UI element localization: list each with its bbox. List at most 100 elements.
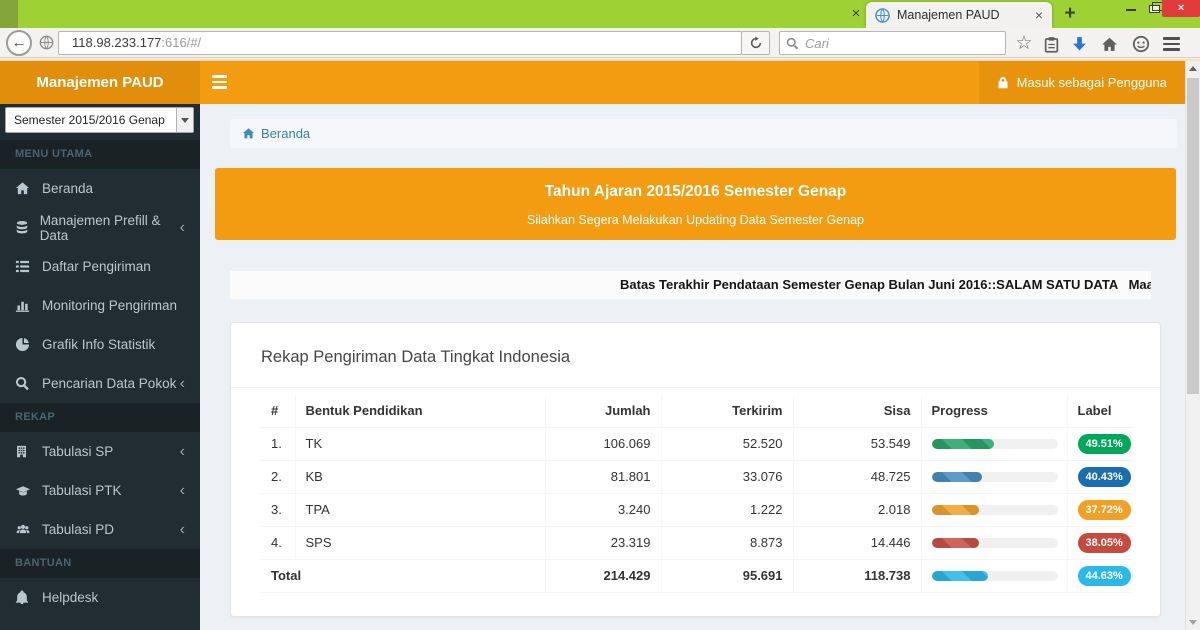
progress-cell [921,426,1068,460]
bookmark-star-icon[interactable]: ☆ [1015,33,1033,54]
sidebar-item-label: Tabulasi PD [42,522,115,537]
bentuk-pendidikan-cell: TK [295,426,546,460]
sidebar-item-beranda[interactable]: Beranda [0,169,200,208]
chevron-down-icon [176,108,193,132]
label-cell: 37.72% [1067,492,1132,526]
label-cell: 49.51% [1067,426,1132,460]
sidebar-item-tabulasi-pd[interactable]: Tabulasi PD ‹ [0,510,200,549]
column-header-terkirim: Terkirim [661,395,794,427]
scrollbar-down-arrow-icon[interactable] [1189,620,1197,625]
sidebar-item-grafik-statistik[interactable]: Grafik Info Statistik [0,325,200,364]
progress-cell [921,525,1068,559]
app-header: Manajemen PAUD Masuk sebagai Pengguna [0,61,1185,104]
background-tab-close-icon[interactable]: × [851,5,861,22]
bentuk-pendidikan-cell: KB [295,459,546,493]
chevron-left-icon: ‹ [179,442,185,460]
bar-chart-icon [15,298,42,313]
sidebar-item-label: Monitoring Pengiriman [42,298,178,313]
bentuk-pendidikan-cell: SPS [295,525,546,559]
rekap-table: # Bentuk Pendidikan Jumlah Terkirim Sisa… [261,395,1132,593]
browser-menu-icon[interactable] [1160,33,1182,55]
search-icon [15,376,42,391]
tab-title: Manajemen PAUD [897,8,1000,22]
search-icon [786,37,799,49]
sisa-cell: 14.446 [793,525,922,559]
users-icon [15,523,42,537]
main-content: Beranda Tahun Ajaran 2015/2016 Semester … [200,104,1185,630]
home-icon[interactable] [1098,33,1120,55]
app-brand[interactable]: Manajemen PAUD [0,61,200,104]
percentage-badge: 38.05% [1077,532,1131,553]
back-button[interactable]: ← [6,30,32,56]
jumlah-cell: 214.429 [545,558,662,593]
column-header-sisa: Sisa [793,395,922,427]
table-total-row: Total 214.429 95.691 118.738 44.63% [261,558,1132,593]
search-bar[interactable] [779,31,1006,55]
window-minimize-button[interactable] [1120,1,1142,16]
building-icon [15,444,42,459]
column-header-progress: Progress [921,395,1068,427]
card-title: Rekap Pengiriman Data Tingkat Indonesia [231,323,1160,388]
tab-manajemen-paud[interactable]: Manajemen PAUD × [866,2,1052,28]
semester-select-value: Semester 2015/2016 Genap [14,113,165,127]
sidebar-item-manajemen-prefill[interactable]: Manajemen Prefill & Data ‹ [0,208,200,247]
sidebar-item-pencarian-data[interactable]: Pencarian Data Pokok ‹ [0,364,200,403]
site-identity-globe-icon[interactable] [39,35,54,50]
percentage-badge: 40.43% [1077,466,1131,487]
url-input[interactable]: 118.98.233.177:616/#/ [58,31,742,55]
new-tab-button[interactable]: + [1064,3,1076,24]
scrollbar-thumb[interactable] [1187,78,1199,394]
downloads-icon[interactable] [1068,33,1090,55]
terkirim-cell: 1.222 [661,492,794,526]
sidebar-toggle-icon[interactable] [212,75,227,89]
search-input[interactable] [799,35,1005,51]
sidebar-item-tabulasi-sp[interactable]: Tabulasi SP ‹ [0,432,200,471]
sidebar-item-label: Tabulasi SP [42,444,114,459]
breadcrumb[interactable]: Beranda [230,119,1177,148]
window-corner-decoration [0,0,18,28]
breadcrumb-label: Beranda [261,126,311,141]
sidebar-item-helpdesk[interactable]: Helpdesk [0,578,200,617]
sidebar-item-daftar-pengiriman[interactable]: Daftar Pengiriman [0,247,200,286]
chevron-left-icon: ‹ [179,218,185,236]
label-cell: 44.63% [1067,558,1132,593]
graduation-cap-icon [15,484,42,498]
table-row: 3. TPA 3.240 1.222 2.018 37.72% [261,492,1132,526]
progress-bar-fill [931,537,980,548]
scrollbar-up-arrow-icon[interactable] [1189,66,1197,71]
progress-bar-fill [931,570,988,581]
row-number: 1. [261,426,296,460]
window-close-button[interactable]: × [1162,0,1200,17]
home-icon [15,181,42,196]
percentage-badge: 44.63% [1077,565,1131,586]
progress-bar [931,504,1058,515]
chat-icon[interactable] [1130,33,1152,55]
sidebar-section-rekap: REKAP [0,403,200,432]
jumlah-cell: 23.319 [545,525,662,559]
table-row: 1. TK 106.069 52.520 53.549 49.51% [261,426,1132,460]
terkirim-cell: 95.691 [661,558,794,593]
row-number: 4. [261,525,296,559]
sidebar-item-tabulasi-ptk[interactable]: Tabulasi PTK ‹ [0,471,200,510]
sisa-cell: 118.738 [793,558,922,593]
sidebar-item-label: Grafik Info Statistik [42,337,156,352]
progress-cell [921,492,1068,526]
semester-select[interactable]: Semester 2015/2016 Genap [5,107,194,133]
page-scrollbar[interactable] [1185,61,1200,630]
progress-bar [931,570,1058,581]
progress-bar [931,537,1058,548]
sidebar-item-label: Pencarian Data Pokok [42,376,177,391]
home-icon [242,128,255,139]
tab-favicon-globe-icon [875,7,890,23]
bookmarks-menu-icon[interactable] [1040,33,1062,55]
reload-button[interactable] [741,31,770,55]
sidebar-item-monitoring-pengiriman[interactable]: Monitoring Pengiriman [0,286,200,325]
browser-toolbar: ← 118.98.233.177:616/#/ ☆ [0,28,1200,58]
column-header-jumlah: Jumlah [545,395,662,427]
login-button[interactable]: Masuk sebagai Pengguna [978,61,1185,104]
tab-close-icon[interactable]: × [1034,7,1043,23]
bentuk-pendidikan-cell: TPA [295,492,546,526]
banner-title: Tahun Ajaran 2015/2016 Semester Genap [544,183,847,200]
sisa-cell: 2.018 [793,492,922,526]
